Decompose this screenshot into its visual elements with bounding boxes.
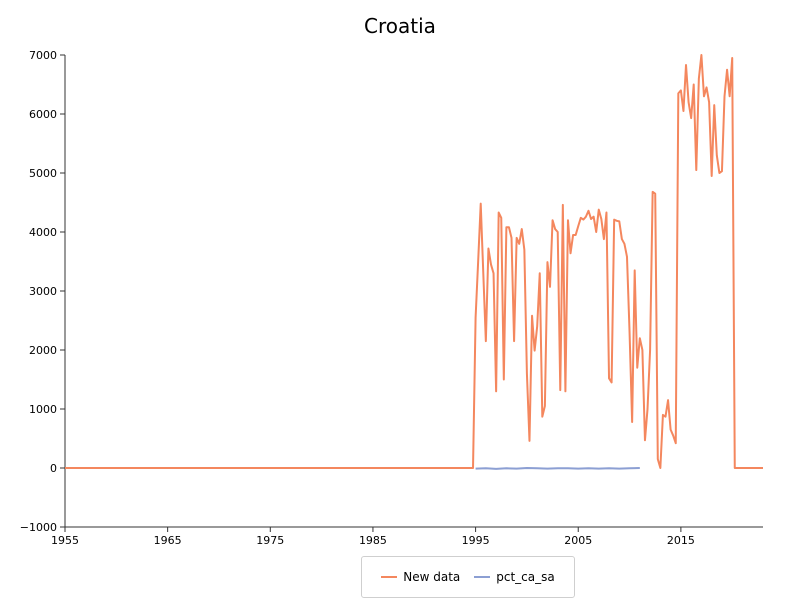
axes: −1000 0 1000 2000 3000 4000 5000 6000 7000 1955 19… (20, 49, 763, 547)
y-tick-label: 7000 (29, 49, 57, 62)
series-line-pct-ca-sa (475, 467, 640, 470)
y-tick-label: 4000 (29, 226, 57, 239)
legend-swatch (381, 576, 398, 578)
legend: New data pct_ca_sa (361, 556, 575, 598)
y-tick-label: 0 (50, 462, 57, 475)
series-line-new-data (65, 54, 763, 469)
chart-title: Croatia (364, 14, 436, 38)
legend-item-new-data[interactable]: New data (381, 570, 460, 584)
legend-label: pct_ca_sa (496, 570, 555, 584)
x-tick-label: 2015 (667, 534, 695, 547)
series-layer (65, 54, 763, 470)
y-tick-label: 6000 (29, 108, 57, 121)
legend-label: New data (403, 570, 461, 584)
x-tick-label: 1995 (462, 534, 490, 547)
y-tick-label: 1000 (29, 403, 57, 416)
x-tick-label: 1985 (359, 534, 387, 547)
x-tick-label: 1955 (51, 534, 79, 547)
y-tick-label: −1000 (20, 521, 57, 534)
x-tick-label: 1965 (154, 534, 182, 547)
y-tick-label: 2000 (29, 344, 57, 357)
y-tick-label: 5000 (29, 167, 57, 180)
legend-item-pct-ca-sa[interactable]: pct_ca_sa (474, 570, 555, 584)
legend-swatch (474, 576, 491, 578)
y-tick-label: 3000 (29, 285, 57, 298)
x-tick-label: 1975 (256, 534, 284, 547)
x-tick-label: 2005 (564, 534, 592, 547)
